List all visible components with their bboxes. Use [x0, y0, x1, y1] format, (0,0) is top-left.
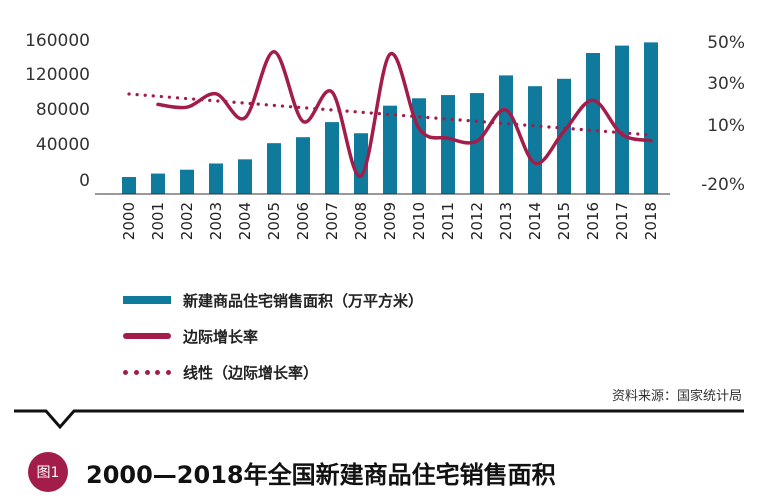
right-tick-label: -20% [701, 175, 745, 195]
left-tick-label: 40000 [36, 135, 90, 155]
chart-canvas: 160000 120000 80000 40000 0 50% 30% 10% -20% 20… [25, 31, 745, 240]
bar-2011 [441, 95, 455, 194]
figure-badge: 图1 [28, 452, 68, 492]
bar-2012 [470, 93, 484, 194]
year-label-2006: 2006 [294, 202, 312, 240]
bar-2000 [122, 177, 136, 194]
bar-2007 [325, 122, 339, 194]
year-label-2008: 2008 [352, 202, 370, 240]
year-label-2014: 2014 [526, 202, 544, 240]
bar-2004 [238, 159, 252, 194]
legend-bar-swatch [123, 296, 171, 304]
growth-rate-line [156, 50, 653, 178]
left-tick-label: 0 [79, 171, 90, 191]
legend-bar-item: 新建商品住宅销售面积（万平方米） [123, 284, 423, 316]
legend: 新建商品住宅销售面积（万平方米） 边际增长率 线性（边际增长率） [123, 284, 423, 388]
bar-2013 [499, 75, 513, 194]
year-label-2004: 2004 [236, 202, 254, 240]
figure-caption: 图1 2000—2018年全国新建商品住宅销售面积 [28, 452, 556, 492]
bar-2008 [354, 133, 368, 194]
year-label-2011: 2011 [439, 202, 457, 240]
bar-2015 [557, 78, 571, 194]
right-tick-label: 30% [707, 74, 745, 94]
figure-title: 2000—2018年全国新建商品住宅销售面积 [86, 460, 556, 489]
year-label-2009: 2009 [381, 202, 399, 240]
bar-series [122, 42, 658, 195]
bar-2017 [615, 45, 629, 194]
year-label-2018: 2018 [642, 202, 660, 240]
legend-line-swatch [123, 333, 171, 339]
bar-2018 [644, 42, 658, 195]
year-label-2002: 2002 [178, 202, 196, 240]
bar-2014 [528, 86, 542, 194]
legend-line-item: 边际增长率 [123, 320, 423, 352]
legend-trend-item: 线性（边际增长率） [123, 356, 423, 388]
left-tick-label: 120000 [25, 65, 90, 85]
legend-line-label: 边际增长率 [183, 327, 259, 346]
year-label-2005: 2005 [265, 202, 283, 240]
legend-trend-swatch [123, 368, 171, 376]
legend-trend-label: 线性（边际增长率） [183, 363, 319, 382]
left-axis-ticks: 160000 120000 80000 40000 0 [25, 31, 90, 191]
year-label-2010: 2010 [410, 202, 428, 240]
year-label-2003: 2003 [207, 202, 225, 240]
bar-2001 [151, 173, 165, 194]
bar-2006 [296, 137, 310, 194]
left-tick-label: 80000 [36, 100, 90, 120]
bar-2005 [267, 143, 281, 194]
year-label-2012: 2012 [468, 202, 486, 240]
divider [14, 409, 744, 430]
bar-2009 [383, 105, 397, 194]
year-label-2017: 2017 [613, 202, 631, 240]
trend-line [127, 92, 653, 137]
right-axis-ticks: 50% 30% 10% -20% [701, 33, 745, 195]
right-tick-label: 50% [707, 33, 745, 53]
bar-2003 [209, 163, 223, 194]
bar-2002 [180, 169, 194, 194]
source-note: 资料来源：国家统计局 [611, 389, 742, 404]
year-label-2016: 2016 [584, 202, 602, 240]
year-labels: 2000 2001 2002 2003 2004 2005 2006 2007 2008 2009… [120, 202, 660, 240]
bar-2016 [586, 53, 600, 194]
year-label-2013: 2013 [497, 202, 515, 240]
year-label-2015: 2015 [555, 202, 573, 240]
legend-bar-label: 新建商品住宅销售面积（万平方米） [183, 291, 424, 310]
left-tick-label: 160000 [25, 31, 90, 51]
year-label-2007: 2007 [323, 202, 341, 240]
year-label-2000: 2000 [120, 202, 138, 240]
right-tick-label: 10% [707, 116, 745, 136]
year-label-2001: 2001 [149, 202, 167, 240]
